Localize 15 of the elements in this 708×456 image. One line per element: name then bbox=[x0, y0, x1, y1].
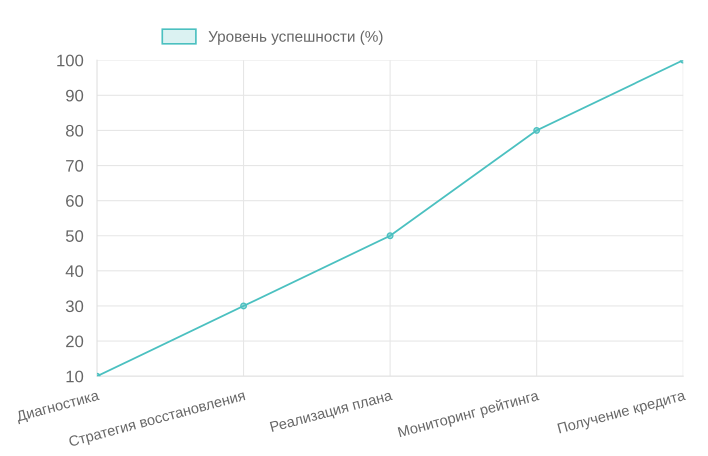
y-tick-label: 60 bbox=[66, 195, 84, 207]
line-series bbox=[96, 60, 684, 376]
y-tick-label: 30 bbox=[66, 300, 84, 312]
point bbox=[386, 232, 394, 240]
y-tick-label: 50 bbox=[66, 230, 84, 242]
y-tick-label: 90 bbox=[66, 90, 84, 102]
y-tick-label: 10 bbox=[66, 370, 84, 382]
y-tick-label: 80 bbox=[66, 124, 84, 137]
y-tick-label: 100 bbox=[57, 54, 84, 66]
y-tick-label: 40 bbox=[66, 265, 84, 278]
y-tick-label: 70 bbox=[66, 160, 84, 172]
point bbox=[533, 126, 540, 134]
y-tick-label: 20 bbox=[66, 335, 84, 348]
point bbox=[240, 302, 248, 310]
legend-label: Уровень успешности (%) bbox=[208, 30, 383, 45]
